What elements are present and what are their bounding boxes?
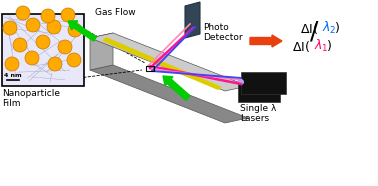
FancyArrow shape bbox=[250, 35, 282, 47]
Circle shape bbox=[47, 20, 61, 34]
Circle shape bbox=[61, 8, 75, 22]
Text: ): ) bbox=[327, 39, 332, 52]
Circle shape bbox=[3, 21, 17, 35]
Text: ): ) bbox=[335, 22, 340, 34]
Circle shape bbox=[48, 57, 62, 71]
Bar bbox=[146, 66, 154, 71]
Polygon shape bbox=[185, 2, 200, 38]
Circle shape bbox=[16, 6, 30, 20]
Circle shape bbox=[238, 79, 244, 85]
Text: /: / bbox=[310, 19, 318, 43]
Circle shape bbox=[67, 53, 81, 67]
Bar bbox=[238, 80, 280, 102]
FancyArrow shape bbox=[68, 21, 96, 41]
Circle shape bbox=[5, 57, 19, 71]
FancyArrow shape bbox=[163, 76, 190, 100]
Text: Single λ
Lasers: Single λ Lasers bbox=[240, 104, 276, 123]
Text: $\lambda_2$: $\lambda_2$ bbox=[322, 20, 336, 36]
Polygon shape bbox=[90, 65, 248, 123]
Polygon shape bbox=[90, 33, 248, 91]
Text: $\Delta$I(: $\Delta$I( bbox=[300, 20, 318, 36]
Text: Nanoparticle
Film: Nanoparticle Film bbox=[2, 89, 60, 108]
Circle shape bbox=[13, 38, 27, 52]
Bar bbox=[2, 14, 84, 86]
Circle shape bbox=[25, 51, 39, 65]
Text: Gas Flow: Gas Flow bbox=[95, 8, 136, 17]
Circle shape bbox=[36, 35, 50, 49]
Text: $\lambda_1$: $\lambda_1$ bbox=[314, 38, 329, 54]
Text: 4 nm: 4 nm bbox=[4, 73, 22, 78]
Circle shape bbox=[41, 9, 55, 23]
Bar bbox=[241, 72, 286, 94]
Text: $\Delta$I(: $\Delta$I( bbox=[292, 39, 310, 54]
Polygon shape bbox=[90, 33, 113, 70]
Text: Photo
Detector: Photo Detector bbox=[203, 23, 243, 42]
Polygon shape bbox=[102, 37, 222, 90]
Circle shape bbox=[58, 40, 72, 54]
Circle shape bbox=[26, 18, 40, 32]
Circle shape bbox=[68, 23, 82, 37]
